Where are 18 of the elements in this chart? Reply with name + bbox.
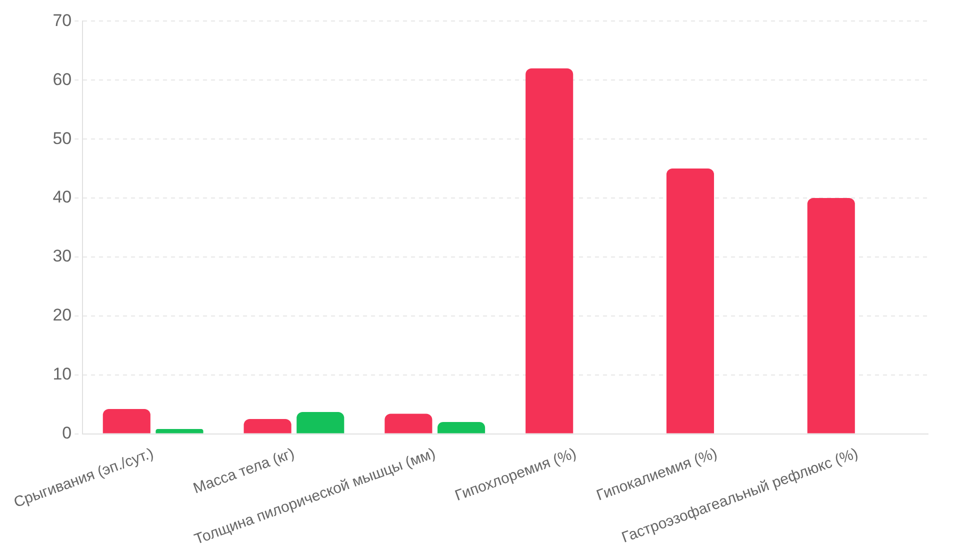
bar — [526, 68, 574, 434]
y-tick-label: 50 — [52, 128, 72, 148]
bar — [438, 422, 486, 434]
bar — [296, 412, 344, 434]
y-tick-label: 0 — [62, 423, 72, 442]
bar — [102, 409, 150, 434]
bar — [244, 419, 292, 434]
bar — [666, 168, 714, 434]
x-tick-label: Масса тела (кг) — [191, 444, 297, 498]
y-tick-label: 60 — [52, 70, 72, 89]
y-tick-label: 40 — [52, 188, 72, 207]
bar — [384, 414, 432, 434]
y-tick-label: 70 — [52, 10, 72, 30]
bar — [156, 429, 204, 434]
y-tick-label: 20 — [52, 306, 72, 325]
y-tick-label: 10 — [52, 364, 72, 384]
bar — [807, 198, 855, 434]
y-tick-label: 30 — [52, 246, 72, 266]
